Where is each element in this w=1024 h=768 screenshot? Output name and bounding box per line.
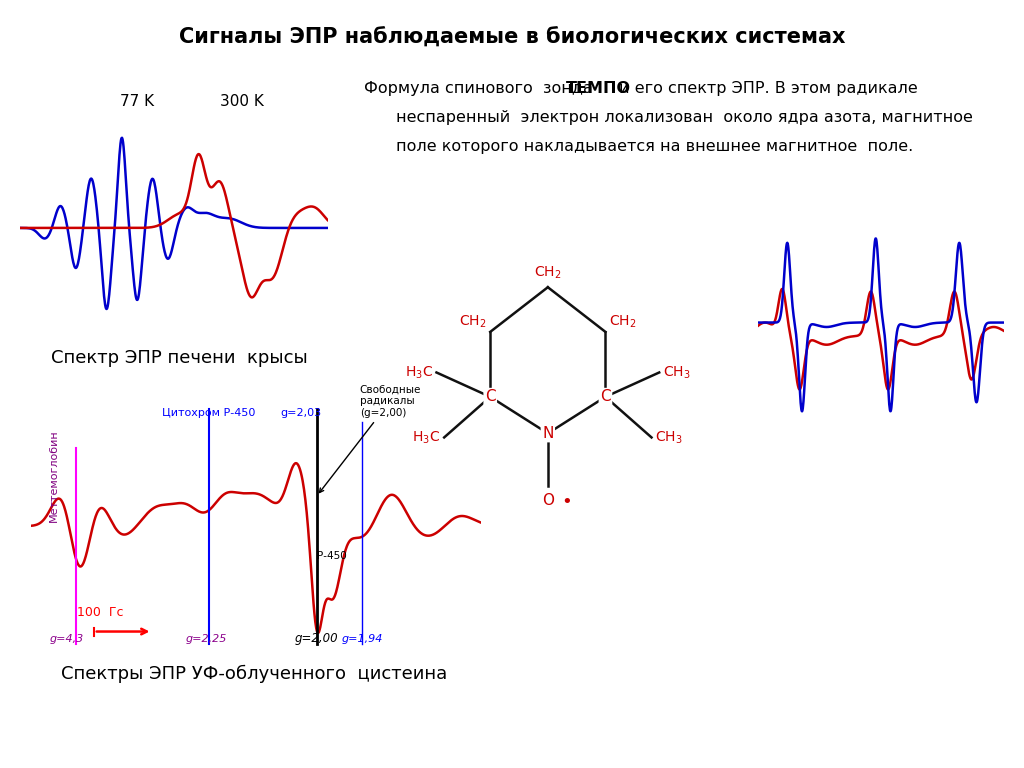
Text: g=2,25: g=2,25 bbox=[185, 634, 227, 644]
Text: Сигналы ЭПР наблюдаемые в биологических системах: Сигналы ЭПР наблюдаемые в биологических … bbox=[179, 27, 845, 47]
Text: CH$_2$: CH$_2$ bbox=[609, 314, 637, 330]
Text: CH$_2$: CH$_2$ bbox=[535, 264, 561, 281]
Text: g=4,3: g=4,3 bbox=[49, 634, 84, 644]
Text: Спектр ЭПР печени  крысы: Спектр ЭПР печени крысы bbox=[51, 349, 308, 367]
Text: g=2,03: g=2,03 bbox=[281, 408, 322, 418]
Text: Р-450: Р-450 bbox=[316, 551, 346, 561]
Text: Цитохром Р-450: Цитохром Р-450 bbox=[162, 408, 255, 418]
Text: •: • bbox=[561, 492, 572, 511]
Text: 100  Гс: 100 Гс bbox=[77, 607, 124, 620]
Text: 77 K: 77 K bbox=[120, 94, 155, 109]
Text: g=1,94: g=1,94 bbox=[341, 634, 383, 644]
Text: Формула спинового  зонда: Формула спинового зонда bbox=[364, 81, 598, 96]
Text: ТЕМПО: ТЕМПО bbox=[566, 81, 631, 96]
Text: C: C bbox=[485, 389, 496, 404]
Text: 300 K: 300 K bbox=[220, 94, 263, 109]
Text: Спектры ЭПР УФ-облученного  цистеина: Спектры ЭПР УФ-облученного цистеина bbox=[61, 664, 447, 683]
Text: O: O bbox=[542, 492, 554, 508]
Text: Свободные
радикалы
(g=2,00): Свободные радикалы (g=2,00) bbox=[319, 385, 421, 492]
Text: Меттемоглобин: Меттемоглобин bbox=[49, 429, 58, 522]
Text: N: N bbox=[542, 426, 554, 441]
Text: поле которого накладывается на внешнее магнитное  поле.: поле которого накладывается на внешнее м… bbox=[396, 139, 913, 154]
Text: H$_3$C: H$_3$C bbox=[404, 364, 432, 381]
Text: неспаренный  электрон локализован  около ядра азота, магнитное: неспаренный электрон локализован около я… bbox=[396, 110, 973, 125]
Text: CH$_2$: CH$_2$ bbox=[459, 314, 486, 330]
Text: H$_3$C: H$_3$C bbox=[413, 429, 440, 445]
Text: и его спектр ЭПР. В этом радикале: и его спектр ЭПР. В этом радикале bbox=[614, 81, 919, 96]
Text: CH$_3$: CH$_3$ bbox=[664, 364, 690, 381]
Text: C: C bbox=[600, 389, 610, 404]
Text: CH$_3$: CH$_3$ bbox=[655, 429, 683, 445]
Text: g=2,00: g=2,00 bbox=[295, 631, 339, 644]
